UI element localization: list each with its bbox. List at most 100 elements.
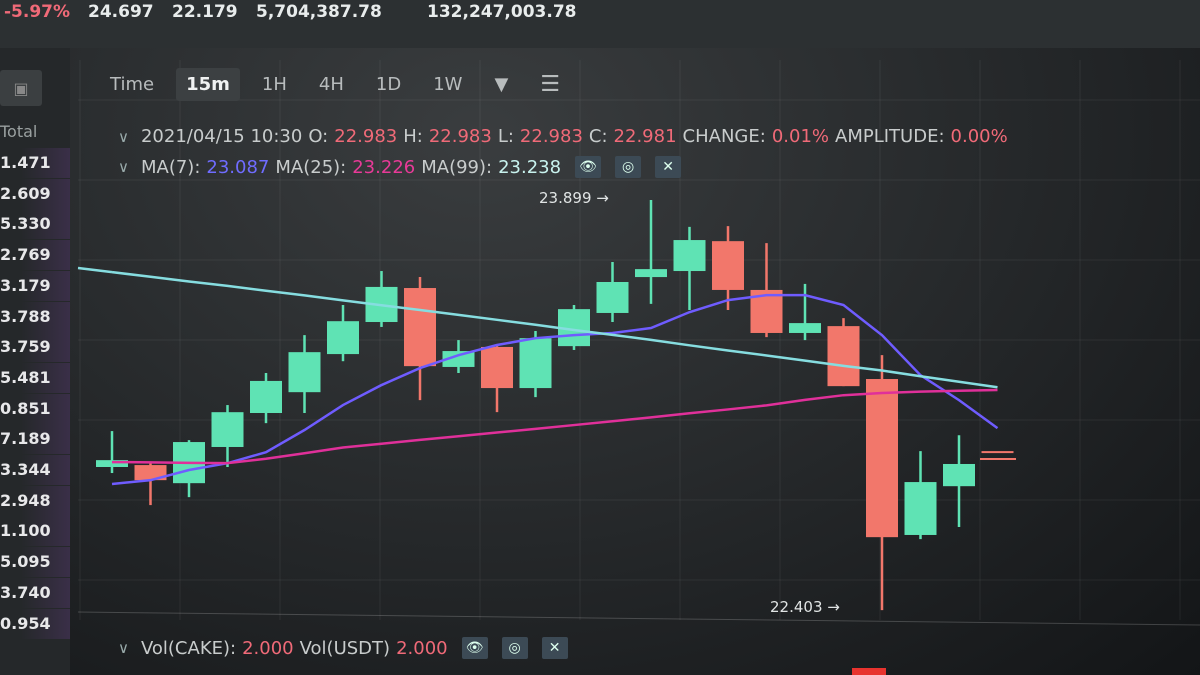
- total-row[interactable]: 1.471: [0, 148, 70, 178]
- vol-quote-value: 2.000: [396, 637, 448, 659]
- total-row[interactable]: 2.769: [0, 240, 70, 271]
- max-label: 23.899: [539, 189, 592, 207]
- total-row[interactable]: 1.100: [0, 516, 70, 547]
- settings-icon[interactable]: ◎: [615, 156, 642, 178]
- ma7-value: 23.087: [206, 156, 270, 178]
- chevron-down-icon[interactable]: ∨: [118, 158, 129, 176]
- candle-up: [96, 460, 128, 467]
- ma25-label: MA(25):: [275, 156, 347, 178]
- total-row[interactable]: 3.759: [0, 332, 70, 363]
- chevron-down-icon[interactable]: ∨: [118, 127, 129, 146]
- total-row[interactable]: 3.788: [0, 301, 70, 332]
- ma-line-MA7: [111, 293, 999, 486]
- candle-up: [442, 351, 475, 367]
- candle-up: [327, 321, 359, 355]
- candle-down: [481, 346, 513, 389]
- total-row[interactable]: 3.344: [0, 455, 70, 485]
- candle-down: [712, 241, 744, 290]
- vol-base-value: 2.000: [242, 637, 294, 659]
- ticker-bar: -5.97% 24.697 22.179 5,704,387.78 132,24…: [0, 0, 1200, 48]
- tab-15m[interactable]: 15m: [176, 67, 240, 101]
- ohlc-legend: ∨ 2021/04/15 10:30 O: 22.983 H: 22.983 L: 2…: [118, 126, 1008, 147]
- candle-up: [789, 323, 821, 333]
- max-annotation: 23.899 →: [539, 189, 609, 207]
- ticker-volume-base: 5,704,387.78: [256, 2, 382, 22]
- candle-up: [250, 380, 282, 414]
- total-row[interactable]: 2.948: [0, 485, 70, 516]
- chevron-down-icon[interactable]: ∨: [118, 639, 129, 657]
- total-row[interactable]: 3.740: [0, 577, 70, 608]
- tab-time[interactable]: Time: [110, 73, 155, 95]
- low-value: 22.983: [519, 126, 583, 147]
- tab-1d[interactable]: 1D: [375, 73, 402, 95]
- close-icon[interactable]: ✕: [541, 637, 568, 659]
- high-value: 22.983: [428, 126, 492, 147]
- total-row[interactable]: 3.179: [0, 270, 70, 301]
- candle-down: [134, 465, 167, 481]
- eye-icon[interactable]: 👁: [461, 637, 488, 659]
- eye-icon[interactable]: 👁: [575, 156, 602, 178]
- candle-down: [866, 379, 898, 538]
- ticker-change: -5.97%: [4, 2, 71, 22]
- settings-icon[interactable]: ◎: [501, 637, 528, 659]
- candle-up: [288, 352, 321, 393]
- candle-up: [943, 463, 975, 487]
- low-label: L:: [497, 126, 514, 147]
- volume-legend: ∨ Vol(CAKE): 2.000 Vol(USDT) 2.000 👁 ◎ ✕: [118, 637, 568, 659]
- tab-1w[interactable]: 1W: [433, 73, 463, 95]
- tab-1h[interactable]: 1H: [261, 73, 287, 95]
- open-value: 22.983: [334, 126, 398, 147]
- candle-down: [404, 288, 436, 367]
- candle-up: [904, 482, 937, 535]
- total-row[interactable]: 5.095: [0, 547, 70, 578]
- order-book-panel: ▣ Total 1.471 2.609 5.330 2.769 3.179 3.788 3.…: [0, 48, 70, 675]
- ma25-value: 23.226: [352, 156, 416, 178]
- ma99-value: 23.238: [498, 156, 562, 178]
- layout-icon[interactable]: ▣: [0, 70, 42, 106]
- total-row[interactable]: 0.851: [0, 393, 70, 424]
- vol-base-label: Vol(CAKE):: [140, 637, 237, 659]
- volume-bar: [852, 668, 886, 675]
- candle-up: [211, 412, 244, 447]
- ticker-high: 24.697: [88, 2, 154, 22]
- total-row[interactable]: 5.330: [0, 209, 70, 240]
- close-label: C:: [588, 126, 608, 147]
- ticker-volume-quote: 132,247,003.78: [427, 2, 577, 22]
- ma99-label: MA(99):: [421, 156, 493, 178]
- change-value: 0.01%: [771, 126, 829, 147]
- candle-up: [519, 338, 552, 389]
- ticker-low: 22.179: [172, 2, 238, 22]
- total-row[interactable]: 7.189: [0, 424, 70, 455]
- vol-quote-label: Vol(USDT): [299, 637, 391, 659]
- min-label: 22.403: [770, 598, 823, 616]
- total-header: Total: [0, 122, 38, 141]
- tab-4h[interactable]: 4H: [318, 73, 344, 95]
- ma7-label: MA(7):: [140, 156, 201, 178]
- candle-up: [596, 281, 629, 313]
- amplitude-label: AMPLITUDE:: [835, 126, 945, 147]
- interval-toolbar: Time 15m 1H 4H 1D 1W ▼ ☰: [100, 64, 582, 104]
- candle-up: [635, 269, 667, 278]
- total-row[interactable]: 0.954: [0, 608, 70, 639]
- ma-line-MA99: [111, 270, 998, 389]
- ma99-line-extension: [77, 266, 113, 274]
- close-value: 22.981: [613, 126, 677, 147]
- close-icon[interactable]: ✕: [655, 156, 682, 178]
- ma-line-MA25: [111, 388, 998, 465]
- candle-down: [827, 326, 860, 387]
- ma-legend: ∨ MA(7): 23.087 MA(25): 23.226 MA(99): 23.2…: [118, 156, 682, 178]
- triangle-down-icon[interactable]: ▼: [494, 73, 509, 95]
- change-label: CHANGE:: [682, 126, 766, 147]
- volume-divider: [77, 611, 1200, 626]
- min-annotation: 22.403 →: [770, 598, 840, 616]
- candle-up: [673, 240, 706, 272]
- amplitude-value: 0.00%: [950, 126, 1008, 147]
- total-row[interactable]: 5.481: [0, 362, 70, 393]
- high-label: H:: [403, 126, 423, 147]
- total-row[interactable]: 2.609: [0, 178, 70, 209]
- sliders-icon[interactable]: ☰: [540, 71, 561, 97]
- open-label: O:: [308, 126, 329, 147]
- candle-down: [981, 451, 1014, 454]
